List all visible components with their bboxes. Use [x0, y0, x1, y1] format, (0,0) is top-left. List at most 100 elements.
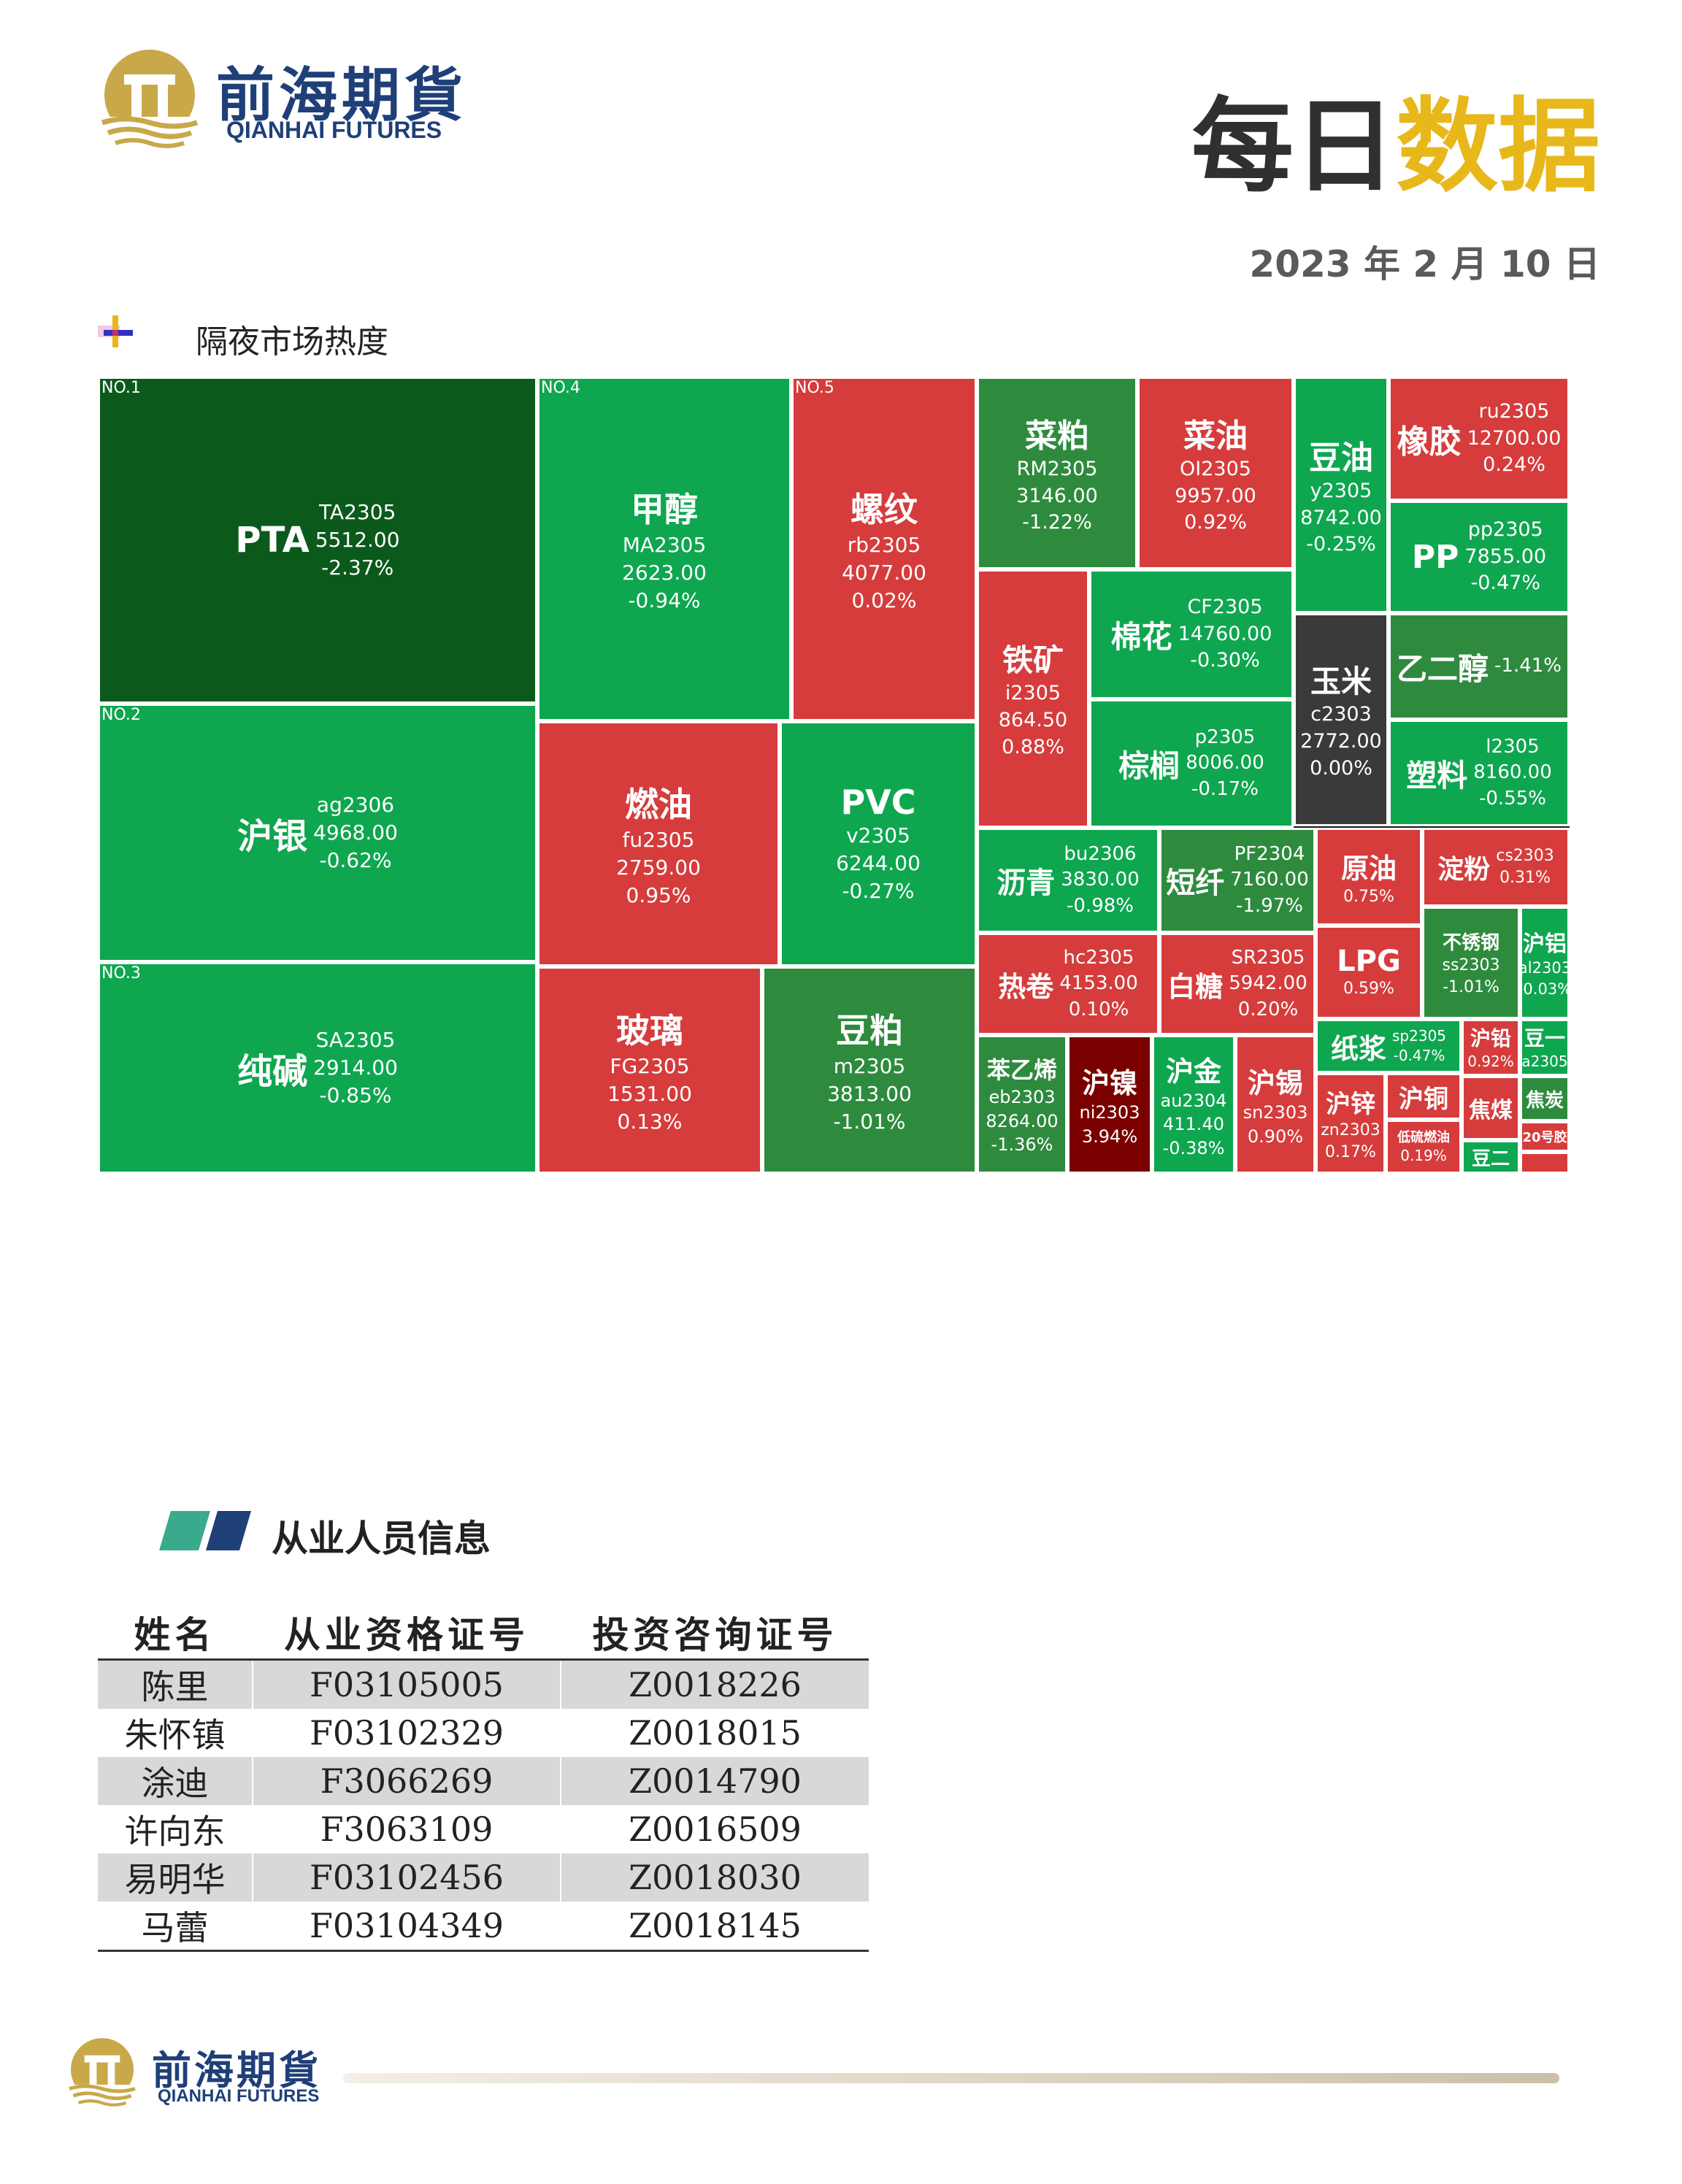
heatmap-tile: 玻璃 FG2305 1531.00 0.13%: [537, 966, 762, 1174]
heatmap-tile: 纸浆 sp2305 -0.47%: [1316, 1019, 1462, 1073]
tile-change: -0.30%: [1190, 649, 1260, 672]
heatmap-tile: 焦煤: [1462, 1076, 1520, 1140]
tile-code: sp2305: [1392, 1026, 1447, 1045]
tile-name: 低硫燃油: [1397, 1130, 1450, 1146]
tile-change: -0.25%: [1306, 533, 1376, 556]
heatmap-tile: 焦炭: [1520, 1076, 1570, 1121]
tile-change: -0.03%: [1520, 980, 1570, 998]
tile-change: 0.10%: [1068, 998, 1129, 1020]
tile-name: 乙二醇: [1397, 650, 1489, 687]
tile-name: 沪镍: [1081, 1066, 1137, 1099]
tile-price: 9957.00: [1175, 484, 1256, 507]
tile-info: l2305 8160.00 -0.55%: [1473, 734, 1552, 812]
table-row: 马蕾 F03104349 Z0018145: [98, 1902, 869, 1952]
heatmap-tile: 橡胶 ru2305 12700.00 0.24%: [1389, 377, 1570, 501]
staff-consulting: Z0018226: [561, 1659, 869, 1709]
footer-brand-name-cn: 前海期貨: [152, 2047, 321, 2093]
staff-consulting: Z0018015: [561, 1709, 869, 1757]
heatmap-tile: 沪镍 ni2303 3.94%: [1067, 1035, 1152, 1174]
tile-name: PP: [1411, 538, 1459, 576]
tile-info: pp2305 7855.00 -0.47%: [1464, 517, 1546, 597]
tile-change: -0.47%: [1393, 1047, 1445, 1064]
tile-info: TA2305 5512.00 -2.37%: [315, 499, 400, 582]
brand-name-cn: 前海期貨: [216, 61, 467, 129]
tile-info: sn2303 0.90%: [1243, 1101, 1308, 1148]
tile-name: PTA: [235, 520, 310, 561]
tile-change: -2.37%: [321, 555, 394, 580]
tile-code: SA2305: [315, 1027, 396, 1052]
heatmap-tile: NO.2 沪银 ag2306 4968.00 -0.62%: [98, 704, 537, 962]
heatmap-tile: 菜油 OI2305 9957.00 0.92%: [1137, 377, 1294, 569]
tile-change: -0.62%: [319, 848, 392, 873]
tile-info: RM2305 3146.00 -1.22%: [1016, 456, 1098, 537]
tile-info: FG2305 1531.00 0.13%: [607, 1053, 692, 1136]
tile-price: 3813.00: [827, 1081, 912, 1106]
heatmap-tile: 沪铅 0.92%: [1462, 1019, 1520, 1076]
staff-qualification: F03102456: [253, 1853, 561, 1902]
heatmap-tile: 热卷 hc2305 4153.00 0.10%: [977, 933, 1159, 1035]
tile-name: 沪锌: [1326, 1089, 1375, 1119]
tile-info: au2304 411.40 -0.38%: [1161, 1089, 1227, 1161]
tile-info: ru2305 12700.00 0.24%: [1467, 399, 1562, 479]
tile-price: 3146.00: [1016, 484, 1098, 507]
tile-price: 7855.00: [1464, 545, 1547, 568]
tile-name: 淀粉: [1437, 855, 1491, 885]
tile-info: sp2305 -0.47%: [1392, 1026, 1446, 1066]
tile-change: -0.47%: [1470, 572, 1540, 595]
staff-name: 马蕾: [98, 1902, 253, 1952]
tile-change: 0.90%: [1247, 1126, 1304, 1147]
tile-info: al2303 -0.03%: [1520, 958, 1570, 999]
tile-info: a2305: [1521, 1052, 1568, 1072]
tile-code: p2305: [1194, 726, 1256, 748]
tile-change: -1.97%: [1236, 894, 1303, 917]
tile-price: 5512.00: [315, 527, 400, 552]
staff-consulting: Z0018145: [561, 1902, 869, 1952]
tile-code: pp2305: [1467, 518, 1543, 541]
tile-code: ru2305: [1478, 399, 1550, 423]
tile-name: PVC: [840, 782, 916, 822]
heatmap-tile: 不锈钢 ss2303 -1.01%: [1422, 907, 1520, 1019]
heatmap-tile: NO.1 PTA TA2305 5512.00 -2.37%: [98, 377, 537, 704]
tile-name: 沪铝: [1523, 931, 1567, 958]
tile-info: ni2303 3.94%: [1080, 1101, 1140, 1148]
tile-change: -0.94%: [628, 588, 701, 613]
tile-name: 沪金: [1165, 1055, 1221, 1088]
tile-price: 12700.00: [1467, 426, 1562, 450]
tile-name: 塑料: [1406, 757, 1468, 793]
table-row: 朱怀镇 F03102329 Z0018015: [98, 1709, 869, 1757]
tile-info: 0.19%: [1400, 1146, 1447, 1166]
tile-name: 燃油: [625, 784, 692, 824]
section-marker-icon: [159, 1511, 251, 1550]
heatmap-tile: 沥青 bu2306 3830.00 -0.98%: [977, 828, 1159, 933]
tile-name: LPG: [1337, 945, 1401, 979]
tile-change: 0.88%: [1002, 735, 1064, 758]
tile-code: c2303: [1310, 703, 1372, 726]
header-qualification-no: 从业资格证号: [253, 1606, 561, 1661]
tile-price: 4153.00: [1059, 972, 1138, 995]
tile-change: -0.98%: [1067, 894, 1134, 917]
tile-rank: NO.4: [541, 379, 580, 397]
brand-name-en: QIANHAI FUTURES: [226, 117, 442, 143]
heatmap-tile: PVC v2305 6244.00 -0.27%: [780, 721, 977, 966]
tile-code: ss2303: [1442, 956, 1500, 974]
tile-info: m2305 3813.00 -1.01%: [827, 1053, 912, 1136]
heatmap-tile: 塑料 l2305 8160.00 -0.55%: [1389, 720, 1570, 826]
tile-code: FG2305: [610, 1053, 690, 1078]
tile-code: fu2305: [622, 827, 695, 852]
section-title-staff: 从业人员信息: [272, 1518, 491, 1560]
staff-table: 姓名 从业资格证号 投资咨询证号 陈里 F03105005 Z0018226 朱…: [98, 1606, 869, 1952]
table-row: 陈里 F03105005 Z0018226: [98, 1659, 869, 1709]
tile-code: a2305: [1521, 1053, 1568, 1071]
tile-name: 白糖: [1167, 970, 1224, 1003]
heatmap-tile: 沪铜: [1386, 1073, 1462, 1120]
heatmap-tile: [1520, 1152, 1570, 1174]
tile-price: 2623.00: [622, 560, 707, 585]
tile-name: 豆油: [1309, 439, 1373, 477]
tile-code: v2305: [846, 823, 910, 847]
tile-info: cs2303 0.31%: [1496, 845, 1554, 889]
tile-name: 菜油: [1183, 417, 1248, 455]
heatmap-tile: 沪锡 sn2303 0.90%: [1235, 1035, 1316, 1174]
tile-info: rb2305 4077.00 0.02%: [842, 531, 926, 615]
tile-info: fu2305 2759.00 0.95%: [616, 826, 701, 910]
tile-code: CF2305: [1187, 595, 1263, 618]
